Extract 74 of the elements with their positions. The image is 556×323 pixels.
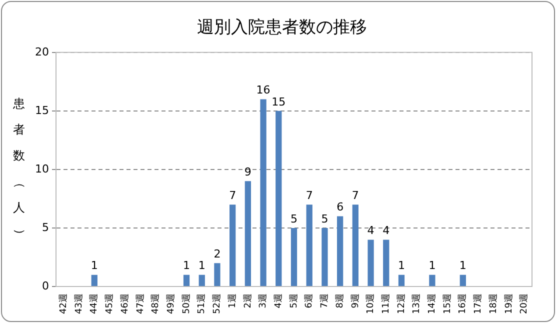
x-tick-label: 47週	[134, 294, 146, 314]
chart-title: 週別入院患者数の推移	[197, 18, 367, 38]
data-label: 5	[290, 212, 298, 226]
y-tick-label: 15	[34, 104, 49, 117]
x-tick-label: 11週	[380, 294, 392, 314]
x-tick-label: 9週	[350, 294, 361, 308]
x-tick-label: 15週	[442, 294, 453, 314]
data-label: 7	[306, 188, 313, 202]
data-label: 1	[459, 259, 466, 272]
bar	[460, 274, 466, 286]
bar	[306, 204, 312, 286]
data-label: 5	[321, 212, 328, 226]
data-label: 7	[352, 188, 359, 202]
x-tick-label: 7週	[319, 294, 330, 308]
x-tick-label: 18週	[488, 294, 499, 314]
bar	[352, 204, 358, 286]
y-tick-label: 5	[42, 220, 49, 234]
x-tick-label: 13週	[411, 294, 422, 314]
x-tick-label: 50週	[180, 294, 192, 314]
x-tick-label: 48週	[150, 294, 162, 314]
bar	[290, 228, 298, 286]
x-tick-label: 51週	[196, 294, 208, 314]
data-label: 1	[198, 259, 206, 272]
x-tick-label: 52週	[212, 294, 223, 314]
data-label: 4	[382, 224, 390, 238]
bar	[260, 99, 266, 286]
x-tick-label: 8週	[334, 294, 346, 308]
bar	[183, 274, 190, 286]
x-tick-label: 43週	[73, 294, 84, 314]
data-label: 7	[229, 188, 236, 202]
bar	[368, 240, 374, 286]
data-label: 1	[428, 259, 436, 272]
y-tick-label: 10	[34, 162, 49, 176]
y-axis-title: 患者数（人）	[12, 96, 27, 240]
x-tick-label: 20週	[518, 294, 530, 314]
data-label: 15	[272, 95, 286, 108]
data-label: 2	[214, 247, 221, 260]
bar	[322, 228, 328, 286]
bar	[214, 263, 220, 286]
x-tick-label: 45週	[104, 294, 116, 314]
y-tick-label: 0	[42, 279, 49, 292]
bar	[244, 181, 252, 286]
x-tick-label: 42週	[58, 294, 70, 314]
x-tick-label: 16週	[457, 294, 468, 314]
x-tick-label: 14週	[426, 294, 438, 314]
x-tick-label: 3週	[258, 294, 269, 308]
bar	[91, 274, 98, 286]
bar	[383, 240, 390, 286]
x-tick-label: 19週	[503, 294, 514, 314]
data-label: 1	[90, 259, 98, 272]
x-tick-label: 2週	[242, 294, 254, 308]
bar	[429, 274, 436, 286]
data-label: 4	[367, 224, 374, 238]
x-tick-label: 46週	[119, 294, 130, 314]
x-tick-label: 1週	[226, 294, 238, 308]
x-tick-label: 6週	[304, 294, 315, 308]
x-tick-label: 17週	[472, 294, 484, 314]
data-label: 9	[244, 166, 252, 179]
data-label: 1	[183, 259, 190, 272]
bar	[276, 110, 282, 286]
bar	[336, 216, 344, 286]
data-label: 16	[256, 84, 270, 97]
data-label: 1	[398, 259, 405, 272]
bar	[230, 204, 236, 286]
x-tick-label: 10週	[365, 294, 376, 314]
x-tick-label: 49週	[166, 294, 177, 314]
y-tick-label: 20	[34, 45, 49, 58]
x-tick-label: 4週	[272, 294, 284, 308]
x-tick-label: 44週	[88, 294, 100, 314]
x-tick-label: 12週	[396, 294, 407, 314]
data-label: 6	[336, 200, 344, 214]
bar	[398, 274, 405, 286]
x-tick-label: 5週	[288, 294, 300, 308]
bar	[198, 274, 205, 286]
